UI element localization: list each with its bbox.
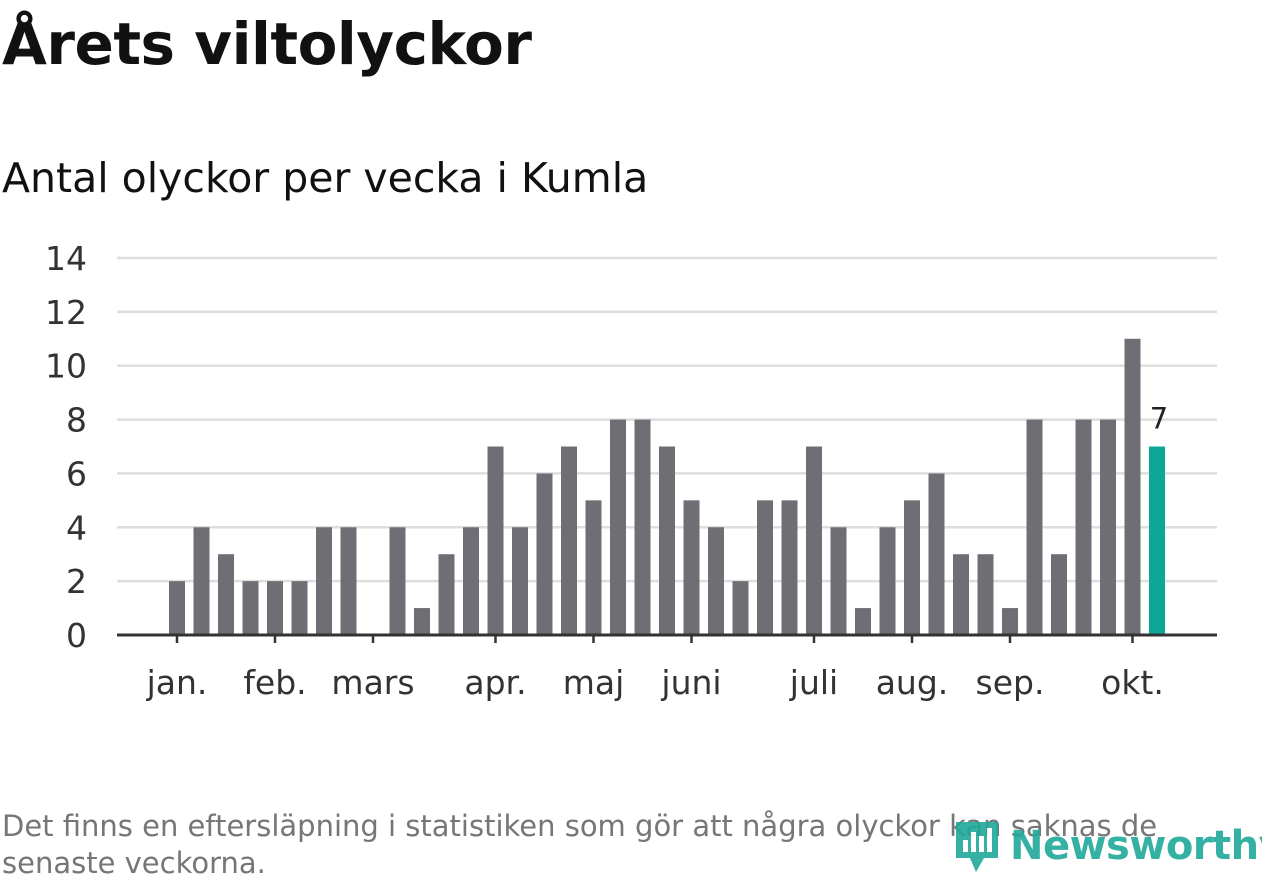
x-tick-label: jan. (146, 663, 208, 702)
y-tick-label: 6 (66, 454, 87, 493)
y-tick-label: 2 (66, 562, 87, 601)
bar (438, 554, 455, 635)
x-tick-label: maj (563, 663, 625, 702)
bar (512, 527, 528, 635)
x-tick-label: juli (789, 663, 838, 702)
bar (487, 446, 504, 635)
bar-chart-pin-icon (956, 822, 998, 872)
x-tick-label: mars (331, 663, 414, 702)
bar (928, 473, 945, 635)
x-tick-label: juni (660, 663, 721, 702)
bar (414, 608, 430, 635)
x-tick-label: okt. (1101, 663, 1164, 702)
bar (977, 554, 994, 635)
y-tick-label: 12 (45, 293, 87, 332)
bar (855, 608, 871, 635)
bar (463, 527, 479, 635)
bar-highlight (1149, 446, 1165, 635)
bar (634, 419, 651, 635)
x-tick-label: apr. (464, 663, 526, 702)
x-tick-label: feb. (243, 663, 306, 702)
bar (169, 581, 185, 635)
bar (904, 500, 920, 635)
bar (879, 527, 896, 635)
bar (536, 473, 553, 635)
y-tick-label: 8 (66, 401, 87, 440)
bar (806, 446, 822, 635)
bar (1051, 554, 1067, 635)
bar (732, 581, 749, 635)
bar (953, 554, 969, 635)
bar (757, 500, 773, 635)
bar (1026, 419, 1043, 635)
bar (316, 527, 332, 635)
bar (683, 500, 700, 635)
y-tick-label: 0 (66, 616, 87, 655)
bar (708, 527, 724, 635)
bar (242, 581, 259, 635)
bar (1002, 608, 1018, 635)
y-tick-label: 14 (45, 239, 87, 278)
bar (1124, 338, 1141, 635)
bar (218, 554, 234, 635)
bar (659, 446, 675, 635)
bar (267, 581, 283, 635)
y-tick-label: 10 (45, 347, 87, 386)
logo-text: Newsworthy (1010, 823, 1262, 869)
x-tick-label: sep. (976, 663, 1045, 702)
bar (1100, 419, 1116, 635)
chart-subtitle: Antal olyckor per vecka i Kumla (2, 154, 649, 202)
bar (193, 527, 210, 635)
newsworthy-logo: Newsworthy (952, 818, 1262, 874)
bar (1075, 419, 1092, 635)
x-tick-label: aug. (876, 663, 949, 702)
bar (291, 581, 308, 635)
bar (340, 527, 357, 635)
bar (561, 446, 577, 635)
bar (389, 527, 406, 635)
chart-title: Årets viltolyckor (2, 10, 532, 78)
bar (781, 500, 798, 635)
bar-value-label: 7 (1150, 402, 1168, 436)
y-tick-label: 4 (66, 508, 87, 547)
bar (610, 419, 626, 635)
bar (830, 527, 847, 635)
bar (585, 500, 602, 635)
